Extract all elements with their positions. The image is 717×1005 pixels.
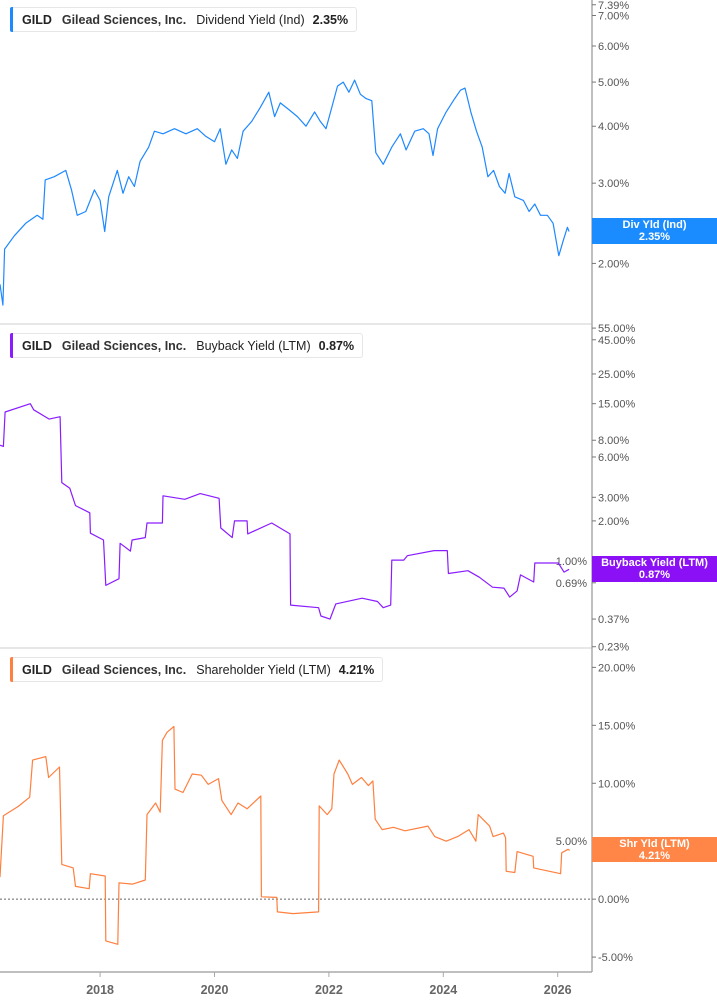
y-tick-label: 5.00%	[598, 77, 629, 89]
series-line-buyback	[0, 403, 570, 620]
x-tick-label: 2022	[315, 983, 343, 997]
legend-shareholder-yield: GILD Gilead Sciences, Inc. Shareholder Y…	[10, 657, 384, 682]
y-tick-label: 6.00%	[598, 452, 629, 464]
legend-ticker: GILD	[22, 12, 52, 27]
y-tick-label: 4.00%	[598, 121, 629, 133]
legend-company: Gilead Sciences, Inc.	[61, 12, 187, 27]
y-tick-label: 25.00%	[598, 369, 636, 381]
y-tick-label: 15.00%	[598, 399, 636, 411]
y-tick-label: 7.00%	[598, 10, 629, 22]
marker-value: 0.87%	[638, 569, 671, 582]
marker-value: 4.21%	[638, 850, 671, 863]
legend-metric: Dividend Yield (Ind)	[196, 12, 305, 27]
y-tick-label: 0.00%	[598, 894, 629, 906]
series-color-swatch	[10, 7, 13, 32]
series-color-swatch	[10, 657, 13, 682]
legend-metric: Shareholder Yield (LTM)	[196, 662, 331, 677]
y-tick-label: 2.00%	[598, 516, 629, 528]
last-value-marker-shareholder: Shr Yld (LTM) 4.21%	[592, 837, 717, 863]
y-tick-label: 6.00%	[598, 41, 629, 53]
x-tick-label: 2018	[86, 983, 114, 997]
x-tick-label: 2020	[201, 983, 229, 997]
marker-label: Div Yld (Ind)	[622, 219, 687, 232]
y-tick-label: 0.23%	[598, 642, 629, 654]
legend-company: Gilead Sciences, Inc.	[61, 338, 187, 353]
series-color-swatch	[10, 333, 13, 358]
marker-value: 2.35%	[638, 231, 671, 244]
y-tick-label: 15.00%	[598, 720, 636, 732]
y-tick-label: 8.00%	[598, 435, 629, 447]
y-tick-label: 2.00%	[598, 258, 629, 270]
y-tick-label: 45.00%	[598, 335, 636, 347]
y-tick-label: 3.00%	[598, 492, 629, 504]
legend-value: 0.87%	[318, 338, 355, 353]
legend-value: 2.35%	[312, 12, 349, 27]
last-value-marker-dividend: Div Yld (Ind) 2.35%	[592, 218, 717, 245]
legend-dividend-yield: GILD Gilead Sciences, Inc. Dividend Yiel…	[10, 7, 358, 32]
series-layer	[0, 79, 571, 945]
y-tick-label: 0.69%	[556, 578, 587, 590]
y-tick-label: 20.00%	[598, 662, 636, 674]
y-tick-label: 55.00%	[598, 323, 636, 335]
series-line-dividend	[0, 79, 570, 306]
legend-buyback-yield: GILD Gilead Sciences, Inc. Buyback Yield…	[10, 333, 364, 358]
x-tick-label: 2024	[429, 983, 457, 997]
series-line-shareholder	[0, 725, 571, 945]
legend-ticker: GILD	[22, 338, 52, 353]
y-tick-label: 1.00%	[556, 556, 587, 568]
y-tick-label: -5.00%	[598, 952, 633, 964]
marker-label: Buyback Yield (LTM)	[601, 557, 708, 570]
marker-label: Shr Yld (LTM)	[619, 838, 690, 851]
legend-metric: Buyback Yield (LTM)	[196, 338, 311, 353]
y-tick-label: 7.39%	[598, 0, 629, 12]
y-tick-label: 0.37%	[598, 614, 629, 626]
x-tick-label: 2026	[544, 983, 572, 997]
last-value-marker-buyback: Buyback Yield (LTM) 0.87%	[592, 556, 717, 583]
axes: 2018 2020 2022 2024 2026 7.39%7.00% 6.00% 5.00%…	[0, 0, 636, 997]
legend-company: Gilead Sciences, Inc.	[61, 662, 187, 677]
y-tick-label: 5.00%	[556, 836, 587, 848]
y-tick-label: 3.00%	[598, 178, 629, 190]
legend-value: 4.21%	[338, 662, 375, 677]
legend-ticker: GILD	[22, 662, 52, 677]
y-tick-label: 10.00%	[598, 778, 636, 790]
